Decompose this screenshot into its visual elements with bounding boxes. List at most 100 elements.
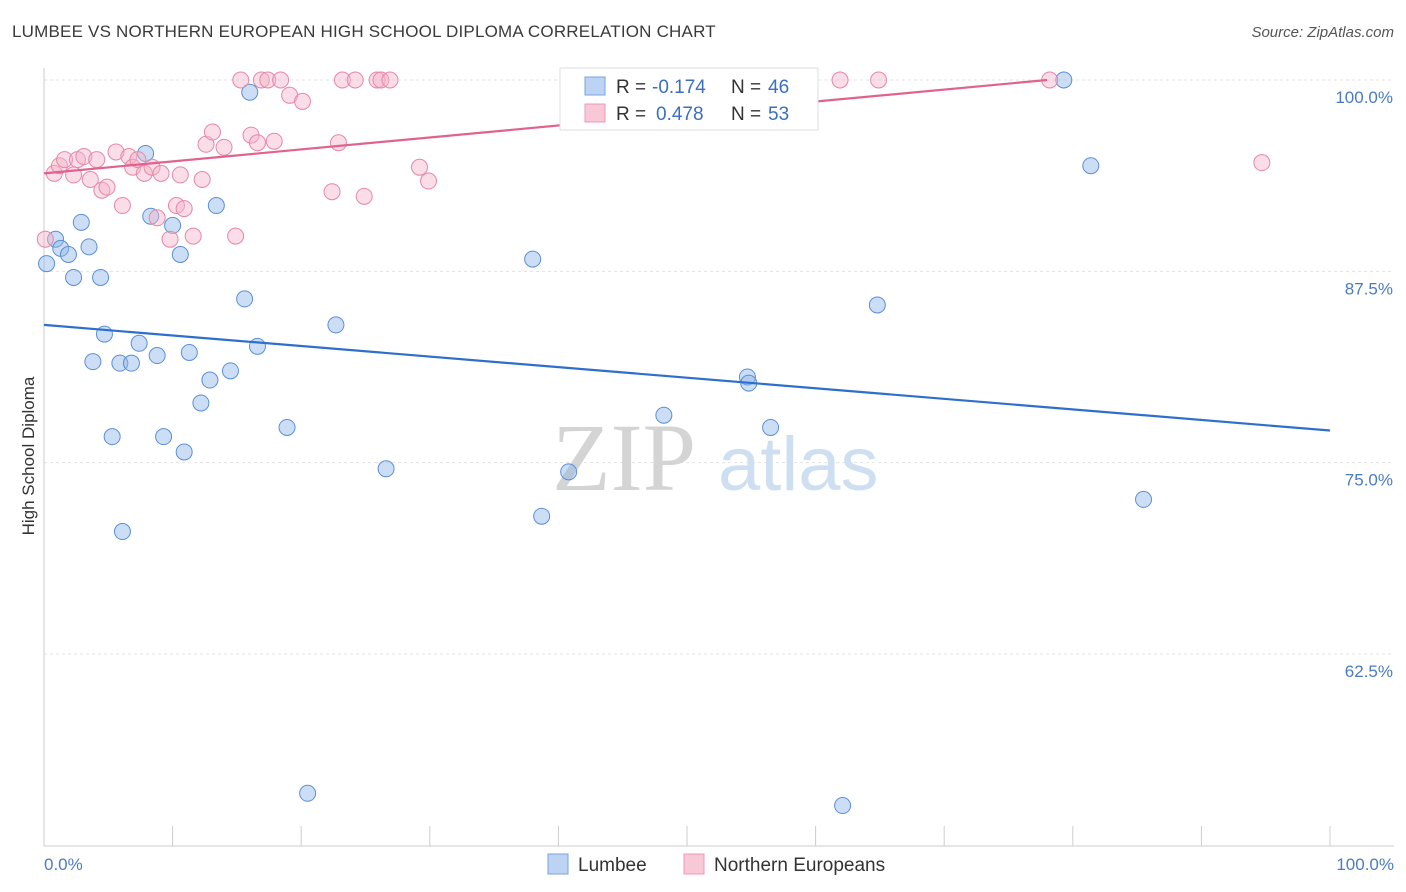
point-lumbee	[47, 230, 65, 248]
point-northern-europeans	[107, 143, 125, 161]
y-tick-label: 100.0%	[1335, 88, 1393, 107]
point-northern-europeans	[265, 132, 283, 150]
legend-n-label-2: N =	[731, 104, 761, 125]
point-northern-europeans	[831, 71, 849, 89]
point-lumbee	[122, 354, 140, 372]
point-northern-europeans	[248, 134, 266, 152]
point-lumbee	[142, 207, 160, 225]
point-northern-europeans	[88, 151, 106, 169]
point-northern-europeans	[252, 71, 270, 89]
point-northern-europeans	[148, 209, 166, 227]
point-lumbee	[72, 213, 90, 231]
point-lumbee	[180, 343, 198, 361]
point-northern-europeans	[56, 151, 74, 169]
bottom-legend-swatch-northern	[683, 853, 705, 875]
point-northern-europeans	[1253, 154, 1271, 172]
point-lumbee	[59, 245, 77, 263]
point-lumbee	[130, 334, 148, 352]
point-northern-europeans	[293, 92, 311, 110]
point-lumbee	[655, 406, 673, 424]
point-lumbee	[201, 371, 219, 389]
point-northern-europeans	[175, 200, 193, 218]
point-northern-europeans	[161, 230, 179, 248]
point-northern-europeans	[98, 178, 116, 196]
point-northern-europeans	[368, 71, 386, 89]
point-northern-europeans	[203, 123, 221, 141]
point-northern-europeans	[36, 230, 54, 248]
point-lumbee	[560, 463, 578, 481]
point-lumbee	[192, 394, 210, 412]
point-lumbee	[868, 296, 886, 314]
legend-n-value-2: 53	[768, 104, 789, 125]
point-lumbee	[84, 353, 102, 371]
point-lumbee	[533, 507, 551, 525]
point-lumbee	[103, 428, 121, 446]
point-northern-europeans	[232, 71, 250, 89]
x-tick-label-max: 100.0%	[1336, 855, 1394, 874]
data-points	[36, 71, 1271, 815]
point-lumbee	[738, 368, 756, 386]
point-northern-europeans	[184, 227, 202, 245]
bottom-legend-label-lumbee: Lumbee	[578, 855, 647, 876]
point-lumbee	[377, 460, 395, 478]
y-axis-title: High School Diploma	[19, 376, 38, 535]
x-axis-ticks	[43, 826, 1331, 846]
bottom-legend-label-northern: Northern Europeans	[714, 855, 885, 876]
trend-line-lumbee	[43, 323, 1331, 432]
legend-r-value-2: 0.478	[656, 104, 704, 125]
point-northern-europeans	[329, 134, 347, 152]
watermark: ZIP atlas	[552, 404, 879, 511]
point-northern-europeans	[227, 227, 245, 245]
point-lumbee	[299, 784, 317, 802]
x-tick-label-min: 0.0%	[44, 855, 83, 874]
point-northern-europeans	[333, 71, 351, 89]
point-northern-europeans	[93, 181, 111, 199]
y-tick-label: 62.5%	[1345, 662, 1393, 681]
point-northern-europeans	[355, 187, 373, 205]
point-lumbee	[38, 255, 56, 273]
source-label: Source: ZipAtlas.com	[1251, 24, 1394, 41]
legend-n-label-1: N =	[731, 77, 761, 98]
trend-lines	[43, 78, 1331, 432]
correlation-legend: R = -0.174 N = 46 R = 0.478 N = 53	[559, 67, 819, 131]
point-lumbee	[1135, 490, 1153, 508]
point-northern-europeans	[193, 170, 211, 188]
legend-swatch-lumbee	[584, 76, 606, 96]
point-northern-europeans	[272, 71, 290, 89]
point-lumbee	[80, 238, 98, 256]
legend-r-label-2: R =	[616, 104, 646, 125]
point-northern-europeans	[372, 71, 390, 89]
point-northern-europeans	[323, 183, 341, 201]
point-northern-europeans	[870, 71, 888, 89]
point-northern-europeans	[171, 166, 189, 184]
y-tick-labels: 100.0% 87.5% 75.0% 62.5%	[1335, 88, 1393, 681]
point-lumbee	[155, 428, 173, 446]
point-northern-europeans	[346, 71, 364, 89]
point-lumbee	[1082, 157, 1100, 175]
point-lumbee	[327, 316, 345, 334]
point-lumbee	[762, 418, 780, 436]
series-legend: Lumbee Northern Europeans	[547, 853, 885, 876]
point-northern-europeans	[381, 71, 399, 89]
point-lumbee	[207, 197, 225, 215]
legend-swatch-northern	[584, 103, 606, 123]
bottom-legend-swatch-lumbee	[547, 853, 569, 875]
point-lumbee	[65, 268, 83, 286]
point-northern-europeans	[420, 172, 438, 190]
point-northern-europeans	[215, 138, 233, 156]
point-northern-europeans	[113, 197, 131, 215]
point-lumbee	[834, 797, 852, 815]
point-lumbee	[148, 347, 166, 365]
trend-line-northern-europeans	[43, 78, 1048, 175]
point-lumbee	[241, 83, 259, 101]
legend-r-label-1: R =	[616, 77, 646, 98]
point-lumbee	[113, 523, 131, 541]
point-lumbee	[524, 250, 542, 268]
point-lumbee	[1055, 71, 1073, 89]
y-tick-label: 75.0%	[1345, 471, 1393, 490]
point-northern-europeans	[259, 71, 277, 89]
watermark-atlas: atlas	[718, 422, 879, 507]
point-lumbee	[171, 245, 189, 263]
point-northern-europeans	[81, 170, 99, 188]
